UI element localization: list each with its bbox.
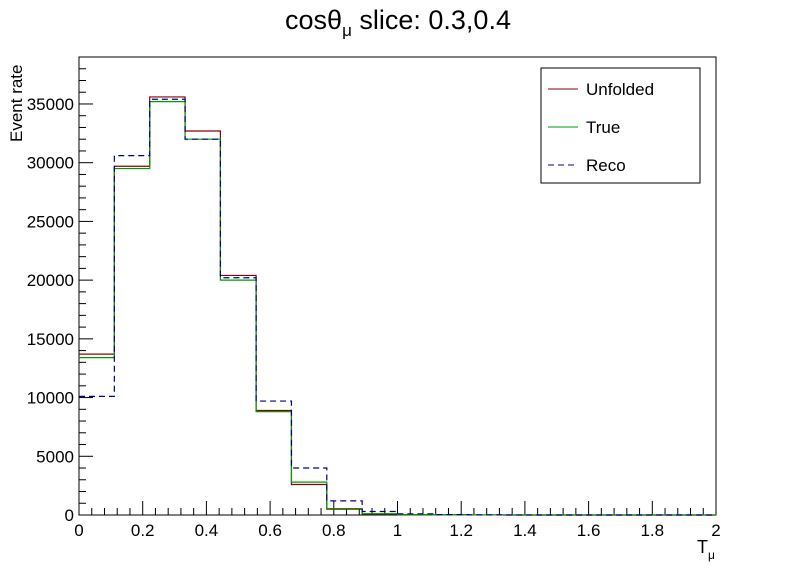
y-tick-label: 25000 <box>27 212 74 231</box>
legend: Unfolded True Reco <box>540 67 701 184</box>
x-axis-label: Tμ <box>697 537 715 562</box>
x-tick-label: 0 <box>74 521 83 540</box>
legend-box <box>540 67 701 184</box>
x-tick-label: 0.4 <box>195 521 219 540</box>
x-tick-label: 1.2 <box>449 521 473 540</box>
legend-label-true: True <box>586 118 620 137</box>
series-group <box>79 96 716 516</box>
x-tick-label: 2 <box>711 521 720 540</box>
y-tick-label: 5000 <box>36 447 74 466</box>
x-tick-label: 0.2 <box>131 521 155 540</box>
y-tick-label: 30000 <box>27 154 74 173</box>
y-tick-label: 15000 <box>27 330 74 349</box>
y-tick-label: 20000 <box>27 271 74 290</box>
x-tick-label: 0.6 <box>258 521 282 540</box>
x-tick-label: 0.8 <box>322 521 346 540</box>
chart-title: cosθμ slice: 0.3,0.4 <box>285 5 511 40</box>
y-tick-label: 35000 <box>27 95 74 114</box>
legend-label-unfolded: Unfolded <box>586 80 654 99</box>
series-line-true <box>79 101 716 516</box>
series-line-reco <box>79 98 716 516</box>
legend-label-reco: Reco <box>586 156 626 175</box>
x-tick-label: 1.4 <box>513 521 537 540</box>
x-tick-label: 1.8 <box>640 521 664 540</box>
axis-tick-labels: 0 0.2 0.4 0.6 0.8 1 1.2 1.4 1.6 1.8 2 0 5000 10000 150… <box>27 95 721 540</box>
x-tick-label: 1.6 <box>577 521 601 540</box>
y-tick-label: 0 <box>65 506 74 525</box>
axis-ticks <box>78 56 717 516</box>
y-tick-label: 10000 <box>27 389 74 408</box>
y-axis-label: Event rate <box>7 65 26 143</box>
x-tick-label: 1 <box>393 521 402 540</box>
